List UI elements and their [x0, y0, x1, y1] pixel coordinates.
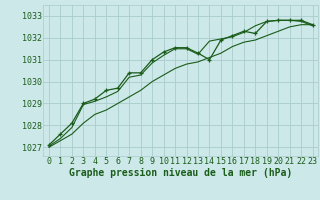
X-axis label: Graphe pression niveau de la mer (hPa): Graphe pression niveau de la mer (hPa)	[69, 168, 292, 178]
